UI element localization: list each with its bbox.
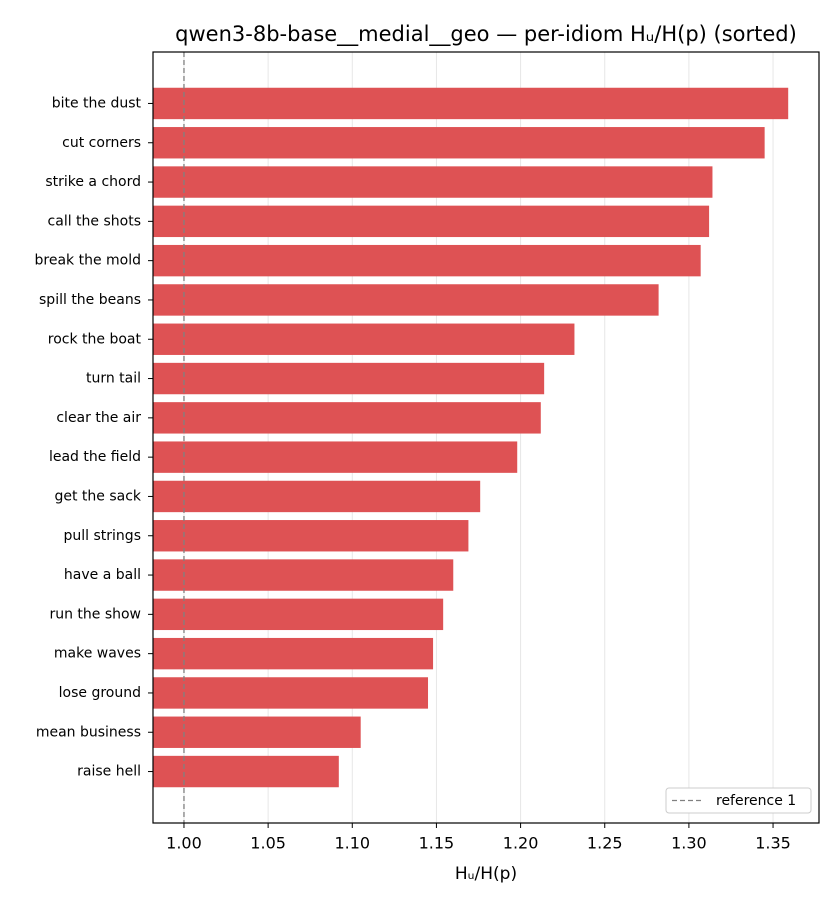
bar xyxy=(153,441,518,473)
bar xyxy=(153,755,339,788)
y-tick-label: rock the boat xyxy=(48,331,142,347)
y-tick-label: make waves xyxy=(54,646,141,662)
bar xyxy=(153,598,444,631)
x-tick-label: 1.15 xyxy=(419,834,455,853)
y-tick-label: get the sack xyxy=(54,488,141,504)
legend-label: reference 1 xyxy=(716,793,796,809)
bar xyxy=(153,205,710,238)
y-tick-label: turn tail xyxy=(86,371,141,387)
bar xyxy=(153,559,454,591)
bar xyxy=(153,637,434,670)
bar xyxy=(153,244,701,277)
y-tick-label: raise hell xyxy=(77,764,141,780)
legend-box xyxy=(665,787,812,814)
y-tick-label: break the mold xyxy=(35,253,142,269)
x-tick-label: 1.25 xyxy=(587,834,623,853)
y-tick-label: mean business xyxy=(36,724,141,740)
x-axis-label: Hᵤ/H(p) xyxy=(455,864,517,884)
bar xyxy=(153,127,765,159)
bar xyxy=(153,716,361,748)
y-tick-label: lead the field xyxy=(49,449,141,465)
bar xyxy=(153,166,713,198)
y-tick-label: clear the air xyxy=(56,410,141,426)
y-tick-label: call the shots xyxy=(48,213,141,229)
x-tick-label: 1.20 xyxy=(503,834,539,853)
x-tick-label: 1.05 xyxy=(250,834,286,853)
x-tick-label: 1.00 xyxy=(166,834,202,853)
bar xyxy=(153,480,481,513)
chart-title: qwen3-8b-base__medial__geo — per-idiom H… xyxy=(175,22,797,47)
bar xyxy=(153,284,659,316)
bar xyxy=(153,677,429,709)
y-tick-label: cut corners xyxy=(62,135,141,151)
bar xyxy=(153,323,575,355)
y-tick-label: run the show xyxy=(49,606,141,622)
y-tick-label: have a ball xyxy=(64,567,141,583)
bar xyxy=(153,520,469,552)
y-tick-label: bite the dust xyxy=(52,95,142,111)
x-tick-label: 1.35 xyxy=(755,834,791,853)
y-tick-label: strike a chord xyxy=(45,174,141,190)
bar xyxy=(153,402,541,434)
bar xyxy=(153,362,545,395)
plot-frame xyxy=(152,51,820,824)
y-tick-label: spill the beans xyxy=(39,292,141,308)
x-tick-label: 1.10 xyxy=(334,834,370,853)
x-tick-label: 1.30 xyxy=(671,834,707,853)
y-tick-label: lose ground xyxy=(59,685,141,701)
bar xyxy=(153,87,789,120)
y-tick-label: pull strings xyxy=(64,528,141,544)
